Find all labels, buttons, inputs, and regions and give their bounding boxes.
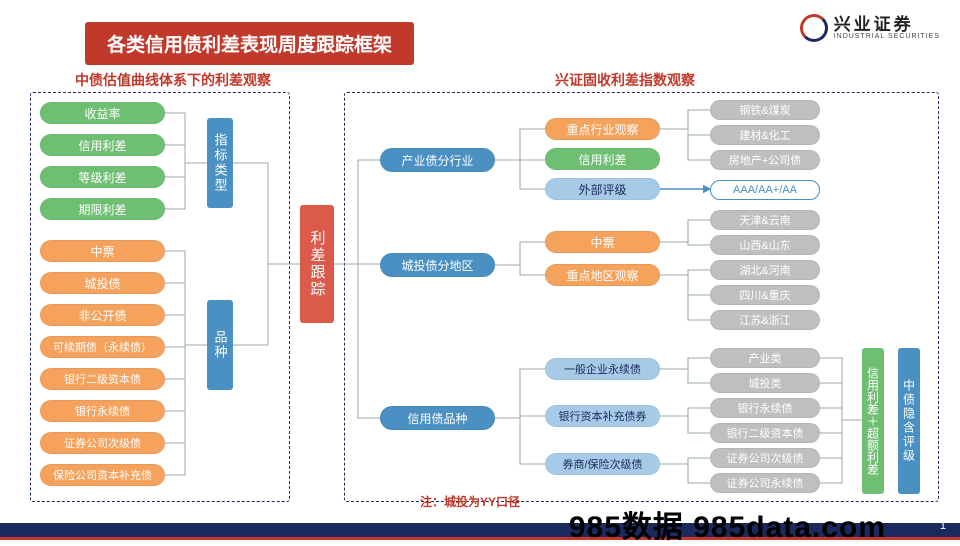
pill-grey-sec0: 证券公司次级债: [710, 448, 820, 468]
pill-grey-ind2: 房地产+公司债: [710, 150, 820, 170]
right-section-title: 兴证固收利差指数观察: [555, 70, 695, 90]
vlabel-type: 指标类型: [207, 118, 233, 208]
pill-grey-reg3: 四川&重庆: [710, 285, 820, 305]
pill-cred-bank: 银行资本补充债券: [545, 405, 660, 427]
pill-grey-reg0: 天津&云南: [710, 210, 820, 230]
logo-cn: 兴业证券: [834, 16, 940, 33]
pill-cred-perm: 一般企业永续债: [545, 358, 660, 380]
pill-grey-reg1: 山西&山东: [710, 235, 820, 255]
pill-grey-sec1: 证券公司永续债: [710, 473, 820, 493]
pill-orange-4: 银行二级资本债: [40, 368, 165, 390]
vlabel-variety: 品种: [207, 300, 233, 390]
left-section-title: 中债估值曲线体系下的利差观察: [75, 70, 271, 90]
pill-orange-6: 证券公司次级债: [40, 432, 165, 454]
pill-grade-spread: 等级利差: [40, 166, 165, 188]
footnote: 注：城投为YY口径: [420, 493, 520, 510]
pill-cred-sec: 券商/保险次级债: [545, 453, 660, 475]
pill-orange-0: 中票: [40, 240, 165, 262]
pill-ind-credit: 信用利差: [545, 148, 660, 170]
vlabel-right-green: 信用利差＋超额利差: [862, 348, 884, 494]
pill-credit: 信用债品种: [380, 406, 495, 430]
pill-orange-3: 可续期债（永续债）: [40, 336, 165, 358]
pill-grey-perm1: 城投类: [710, 373, 820, 393]
brand-logo: 兴业证券 INDUSTRIAL SECURITIES: [800, 14, 940, 42]
pill-orange-1: 城投债: [40, 272, 165, 294]
pill-grey-bank1: 银行二级资本债: [710, 423, 820, 443]
pill-grey-ind1: 建材&化工: [710, 125, 820, 145]
pill-orange-7: 保险公司资本补充债: [40, 464, 165, 486]
pill-grey-perm0: 产业类: [710, 348, 820, 368]
pill-grey-reg2: 湖北&河南: [710, 260, 820, 280]
pill-ind-key: 重点行业观察: [545, 118, 660, 140]
pill-term-spread: 期限利差: [40, 198, 165, 220]
pill-industrial: 产业债分行业: [380, 148, 495, 172]
pill-credit-spread: 信用利差: [40, 134, 165, 156]
pill-grey-ind0: 钢铁&煤炭: [710, 100, 820, 120]
pill-yield: 收益率: [40, 102, 165, 124]
vlabel-right-blue: 中债隐含评级: [898, 348, 920, 494]
pill-ind-ext: 外部评级: [545, 178, 660, 200]
pill-city-zp: 中票: [545, 231, 660, 253]
pill-grey-bank0: 银行永续债: [710, 398, 820, 418]
logo-icon: [800, 14, 828, 42]
page-title: 各类信用债利差表现周度跟踪框架: [85, 22, 414, 65]
pill-city: 城投债分地区: [380, 253, 495, 277]
page-number: 1: [940, 520, 946, 532]
watermark: 985数据 985data.com: [569, 502, 886, 546]
pill-city-region: 重点地区观察: [545, 264, 660, 286]
pill-orange-5: 银行永续债: [40, 400, 165, 422]
pill-orange-2: 非公开债: [40, 304, 165, 326]
center-spread-tracking: 利差跟踪: [300, 205, 334, 323]
pill-grey-reg4: 江苏&浙江: [710, 310, 820, 330]
logo-en: INDUSTRIAL SECURITIES: [834, 33, 940, 40]
pill-grey-rating: AAA/AA+/AA: [710, 180, 820, 200]
